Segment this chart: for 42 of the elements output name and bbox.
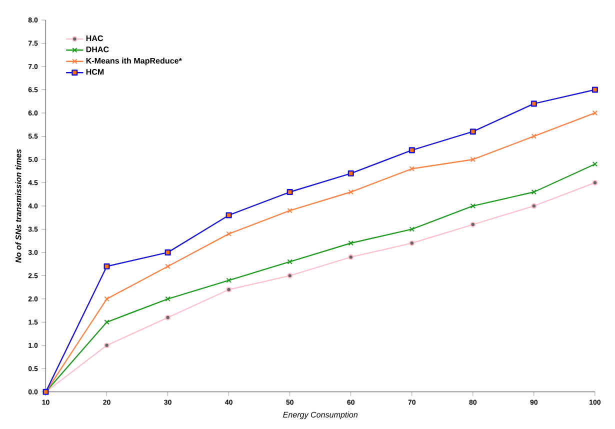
point xyxy=(165,314,171,320)
point xyxy=(530,100,537,107)
point xyxy=(409,226,415,232)
point xyxy=(470,222,476,228)
point xyxy=(287,208,292,214)
point xyxy=(470,203,476,209)
legend-label: K-Means ith MapReduce* xyxy=(86,58,182,66)
point xyxy=(348,189,354,195)
point xyxy=(531,134,537,139)
point xyxy=(348,170,354,176)
legend-label: HAC xyxy=(86,35,104,42)
point xyxy=(165,296,170,302)
legend-label: HCM xyxy=(86,69,104,75)
point xyxy=(287,272,293,278)
point xyxy=(531,189,537,195)
point xyxy=(226,212,232,218)
point xyxy=(409,240,415,246)
point xyxy=(226,231,232,236)
point xyxy=(104,263,110,270)
point xyxy=(592,110,598,116)
point xyxy=(104,296,110,302)
point xyxy=(286,188,293,195)
point xyxy=(104,319,110,325)
point xyxy=(531,203,537,209)
y-axis-title: No of SNs transmission times xyxy=(15,149,22,263)
point xyxy=(409,166,415,172)
point xyxy=(348,254,354,260)
point xyxy=(470,128,476,135)
point xyxy=(470,156,476,162)
point xyxy=(592,86,598,93)
point xyxy=(104,342,110,348)
point xyxy=(408,147,415,154)
point xyxy=(165,264,170,269)
point xyxy=(592,180,598,186)
legend-label: DHAC xyxy=(86,46,109,52)
x-axis-title: Energy Consumption xyxy=(283,412,358,420)
point xyxy=(226,278,232,283)
point xyxy=(226,286,232,292)
point xyxy=(287,259,292,264)
point xyxy=(348,240,354,246)
point xyxy=(592,161,598,167)
point xyxy=(164,249,171,256)
